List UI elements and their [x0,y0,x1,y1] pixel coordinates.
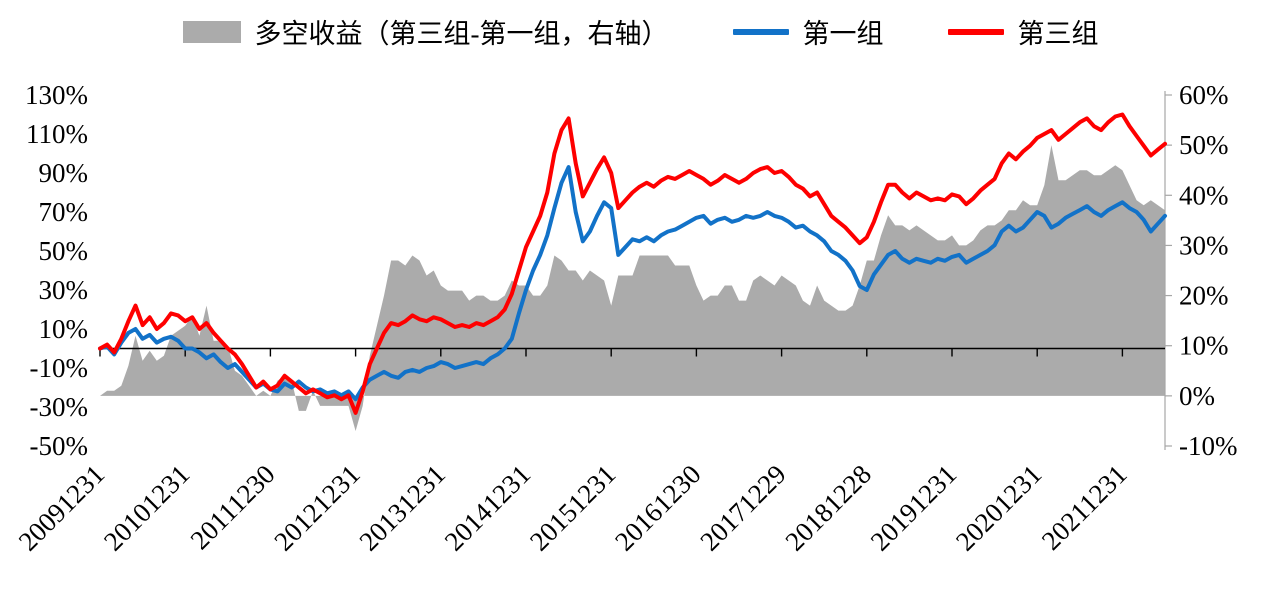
x-axis-tick-label: 20121231 [268,459,366,557]
left-axis-labels: 130% 110% 90% 70% 50% 30% 10% -10% -30% -50% [25,80,88,461]
legend-item-spread: 多空收益（第三组-第一组，右轴） [182,12,669,51]
left-axis-tick-label: 90% [39,158,89,188]
left-axis-tick-label: 10% [39,314,89,344]
left-axis-tick-label: 50% [39,236,89,266]
left-axis-tick-label: -10% [30,353,88,383]
legend-label-third-group: 第三组 [1017,19,1099,49]
right-axis-labels: 60% 50% 40% 30% 20% 10% 0% -10% [1179,80,1237,461]
right-axis-tick-label: 40% [1179,180,1229,210]
third-group-line-series [98,112,1167,415]
third-group-line-swatch [947,28,1004,35]
right-axis-tick-label: 0% [1179,381,1215,411]
left-axis-tick-label: -30% [30,392,88,422]
x-axis-tick-label: 20181228 [779,459,877,557]
x-axis-tick-label: 20111230 [184,459,280,555]
legend-label-first-group: 第一组 [802,19,884,49]
first-group-line-swatch [732,28,789,35]
right-axis-tick-label: 50% [1179,130,1229,160]
first-group-line-series [98,165,1167,402]
spread-area-swatch [182,20,241,43]
x-axis-tick-label: 20171229 [694,459,792,557]
spread-area-series [100,145,1165,431]
left-axis-tick-label: 110% [26,119,88,149]
x-axis-tick-label: 20141231 [439,459,537,557]
left-axis-tick-label: 70% [39,197,89,227]
right-axis-tick-label: 60% [1179,80,1229,110]
chart-legend: 多空收益（第三组-第一组，右轴） 第一组 第三组 [0,12,1281,51]
x-axis-tick-label: 20201231 [950,459,1048,557]
x-axis-tick-label: 20131231 [353,459,451,557]
legend-item-first-group: 第一组 [732,12,884,51]
legend-item-third-group: 第三组 [947,12,1099,51]
right-axis-tick-label: -10% [1179,431,1237,461]
right-axis-tick-label: 10% [1179,331,1229,361]
chart-plot: 130% 110% 90% 70% 50% 30% 10% -10% -30% -50% 60% 50… [13,80,1238,557]
left-axis-tick-label: -50% [30,431,88,461]
x-axis-tick-label: 20161230 [609,459,707,557]
left-axis-tick-label: 30% [39,275,89,305]
right-axis-tick-label: 20% [1179,281,1229,311]
x-axis-tick-label: 20211231 [1036,459,1133,556]
x-axis-tick-label: 20101231 [98,459,196,557]
x-axis-tick-label: 20091231 [13,459,111,557]
left-axis-tick-label: 130% [25,80,88,110]
x-axis-tick-label: 20151231 [524,459,622,557]
x-axis-tick-label: 20191231 [865,459,963,557]
legend-label-spread: 多空收益（第三组-第一组，右轴） [254,19,669,49]
x-axis-labels: 2009123120101231201112302012123120131231… [13,459,1133,557]
right-axis-tick-label: 30% [1179,230,1229,260]
